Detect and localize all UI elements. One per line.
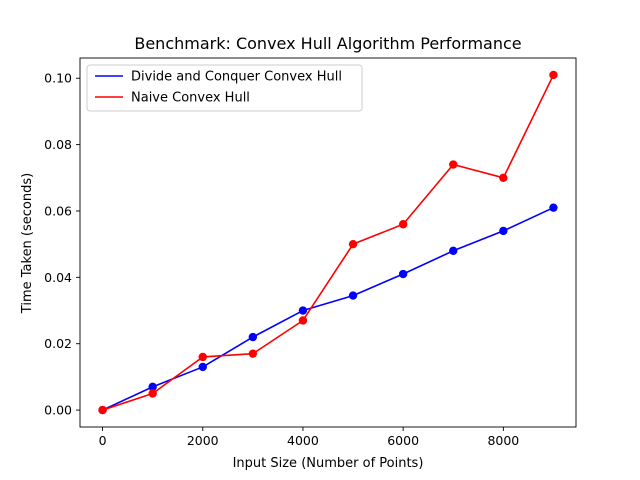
series-1-point xyxy=(198,362,207,372)
plot-area: 0 2000 4000 6000 8000 0.00 0.02 0.04 0.06 0.08 0.1… xyxy=(44,57,577,448)
series-2-point xyxy=(98,405,107,415)
y-axis-label: Time Taken (seconds) xyxy=(20,173,35,314)
series-1-point xyxy=(398,269,408,279)
legend-box xyxy=(86,64,363,112)
series-2-point xyxy=(348,239,358,249)
series-1-point xyxy=(248,332,258,342)
series-1-point xyxy=(499,226,508,236)
series-2-point xyxy=(148,389,157,398)
series-1-point xyxy=(148,382,157,392)
series-2-point xyxy=(298,316,308,325)
series-2-point xyxy=(549,70,558,80)
x-tick-label: 8000 xyxy=(487,433,519,448)
y-tick-label: 0.10 xyxy=(44,71,72,86)
series-2-point xyxy=(499,173,508,182)
series-2-point xyxy=(198,352,207,362)
y-tick-label: 0.02 xyxy=(44,336,72,351)
x-tick-label: 4000 xyxy=(287,433,319,448)
legend: Divide and Conquer Convex Hull Naive Conv… xyxy=(86,64,363,112)
series-1-point xyxy=(348,291,358,300)
series-line-1 xyxy=(101,206,555,412)
x-tick-label: 0 xyxy=(99,433,107,448)
series-1-point xyxy=(549,203,558,212)
x-axis-label: Input Size (Number of Points) xyxy=(233,456,424,471)
x-tick-label: 6000 xyxy=(387,433,419,448)
legend-label-1: Divide and Conquer Convex Hull xyxy=(131,70,342,85)
legend-label-2: Naive Convex Hull xyxy=(131,91,250,106)
series-2-point xyxy=(449,160,458,169)
y-tick-label: 0.06 xyxy=(44,203,72,218)
series-2-point xyxy=(248,349,258,358)
y-tick-label: 0.08 xyxy=(44,137,72,152)
series-line-2 xyxy=(101,73,555,412)
series-1-point xyxy=(449,246,458,255)
series-1-point xyxy=(298,306,308,315)
chart-title: Benchmark: Convex Hull Algorithm Perform… xyxy=(134,34,521,53)
y-tick-label: 0.00 xyxy=(44,403,72,418)
series-2-point xyxy=(398,220,408,229)
y-tick-label: 0.04 xyxy=(44,270,72,285)
x-tick-label: 2000 xyxy=(187,433,219,448)
axes-frame xyxy=(79,57,577,428)
